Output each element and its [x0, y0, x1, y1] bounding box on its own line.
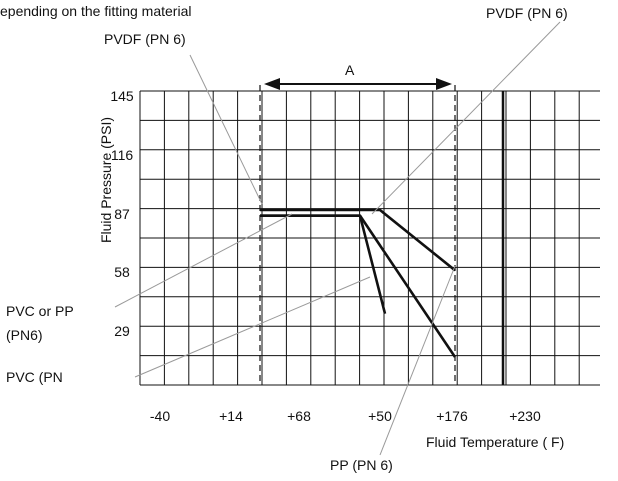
callout-leader [134, 276, 371, 378]
series-line-1 [260, 214, 457, 358]
y-tick-label: 145 [110, 88, 134, 104]
callout-pp-bottom: PP (PN 6) [330, 457, 393, 473]
range-marker-label: A [345, 62, 355, 78]
x-tick-label: +14 [219, 408, 243, 424]
range-marker [264, 78, 452, 90]
chart-grid [139, 90, 600, 386]
y-tick-label: 29 [114, 323, 130, 339]
callout-leader [371, 21, 561, 215]
range-dashed-lines [259, 85, 456, 385]
x-tick-label: -40 [150, 408, 170, 424]
callout-pvdf-top-left: PVDF (PN 6) [104, 31, 186, 47]
callout-pvc: PVC (PN [6, 369, 63, 385]
callout-leader [114, 213, 293, 308]
y-axis-label: Fluid Pressure (PSI) [98, 117, 114, 243]
range-arrow-right [436, 78, 452, 90]
callout-leader [379, 265, 456, 456]
x-tick-label: +230 [509, 408, 541, 424]
callout-leader [189, 54, 263, 205]
x-tick-label: +176 [436, 408, 468, 424]
caption-text: epending on the fitting material [0, 3, 191, 19]
range-arrow-left [264, 78, 280, 90]
callout-pvdf-top-right: PVDF (PN 6) [486, 5, 568, 21]
y-tick-label: 87 [114, 206, 130, 222]
callout-pvc-or-pp-sub: (PN6) [6, 327, 43, 343]
series-lines [260, 208, 457, 358]
callout-pvc-or-pp: PVC or PP [6, 303, 74, 319]
series-line-0 [260, 208, 456, 272]
y-tick-label: 58 [114, 264, 130, 280]
x-tick-label: +68 [287, 408, 311, 424]
x-axis-label: Fluid Temperature ( F) [426, 434, 564, 450]
x-tick-label: +50 [368, 408, 392, 424]
y-tick-label: 116 [111, 147, 134, 163]
series-line-2 [260, 214, 387, 314]
callout-leaders [114, 21, 561, 456]
